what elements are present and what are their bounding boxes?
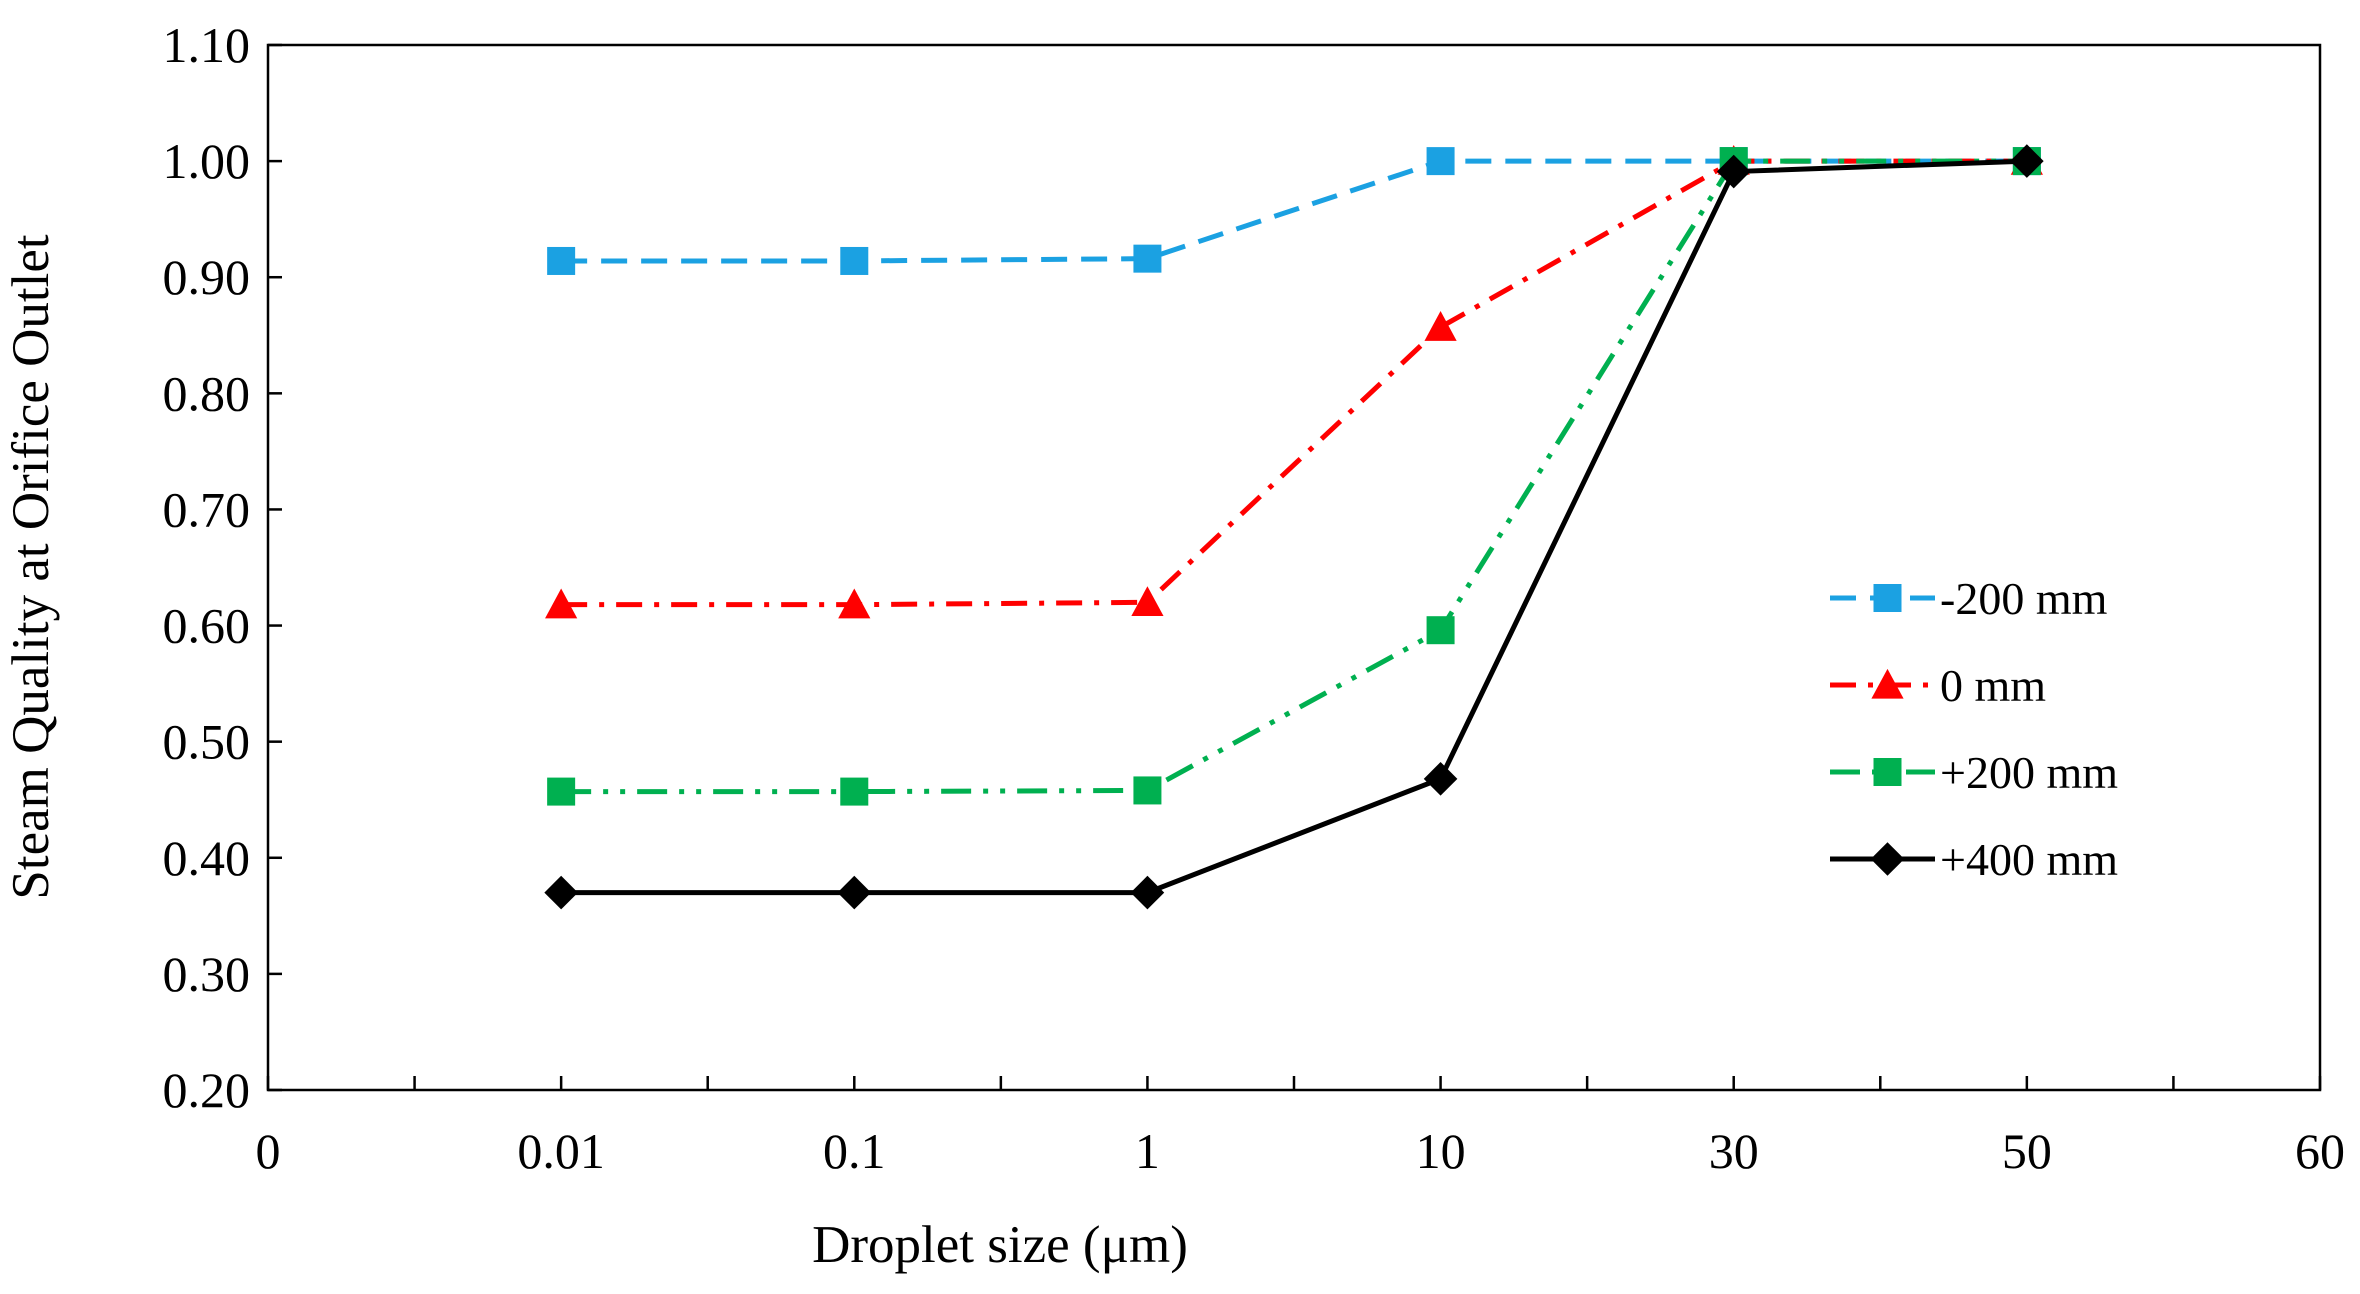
data-point bbox=[1716, 154, 1751, 189]
data-point bbox=[1130, 875, 1165, 910]
x-tick-label: 0.1 bbox=[823, 1123, 886, 1179]
data-point bbox=[1131, 586, 1164, 617]
legend-swatch-marker bbox=[1871, 668, 1904, 699]
y-tick-label: 1.00 bbox=[163, 133, 251, 189]
data-point bbox=[840, 246, 869, 275]
data-point bbox=[1133, 776, 1162, 805]
data-point bbox=[544, 875, 578, 910]
y-axis-title: Steam Quality at Orifice Outlet bbox=[2, 234, 60, 900]
series-line bbox=[561, 158, 2027, 896]
y-tick-label: 0.90 bbox=[163, 249, 251, 305]
y-tick-label: 0.80 bbox=[163, 365, 251, 421]
data-point bbox=[545, 588, 578, 619]
y-tick-label: 0.60 bbox=[163, 598, 251, 654]
data-point bbox=[840, 777, 869, 806]
series-0-mm bbox=[545, 145, 2043, 619]
x-tick-label: 1 bbox=[1135, 1123, 1160, 1179]
x-tick-label: 50 bbox=[2002, 1123, 2052, 1179]
data-point bbox=[547, 246, 576, 275]
x-axis: 0 0.01 0.1 1 10 30 50 60 bbox=[256, 1076, 2345, 1179]
data-point bbox=[1133, 244, 1162, 273]
y-axis: 0.20 0.30 0.40 0.50 0.60 0.70 0.80 0.90 1.00 1.10 bbox=[163, 17, 282, 1118]
legend-swatch-marker bbox=[1873, 758, 1902, 786]
series-line bbox=[561, 158, 2027, 264]
series-line bbox=[561, 158, 2027, 608]
y-tick-label: 0.20 bbox=[163, 1062, 251, 1118]
data-point bbox=[1426, 616, 1455, 645]
legend-label: +200 mm bbox=[1940, 747, 2118, 798]
series-layer bbox=[544, 144, 2044, 910]
legend-item: +200 mm bbox=[1830, 747, 2118, 798]
data-point bbox=[1423, 762, 1458, 796]
y-tick-label: 0.70 bbox=[163, 481, 251, 537]
x-tick-label: 0 bbox=[256, 1123, 281, 1179]
legend-label: 0 mm bbox=[1940, 660, 2046, 711]
data-point bbox=[1424, 311, 1457, 341]
data-point bbox=[547, 777, 576, 806]
data-point bbox=[1426, 147, 1455, 176]
legend-label: +400 mm bbox=[1940, 834, 2118, 885]
y-tick-label: 0.50 bbox=[163, 714, 251, 770]
legend-item: 0 mm bbox=[1830, 660, 2046, 711]
legend-swatch-marker bbox=[1870, 842, 1905, 876]
data-point bbox=[2010, 144, 2044, 178]
series-400-mm bbox=[544, 144, 2044, 910]
legend: -200 mm 0 mm +200 mm +400 mm bbox=[1830, 573, 2118, 885]
x-axis-title: Droplet size (μm) bbox=[812, 1216, 1188, 1274]
series-line bbox=[561, 158, 2027, 795]
plot-area bbox=[266, 43, 2322, 1092]
x-tick-label: 60 bbox=[2295, 1123, 2345, 1179]
series-200-mm bbox=[547, 147, 2041, 806]
x-tick-label: 30 bbox=[1709, 1123, 1759, 1179]
legend-item: +400 mm bbox=[1830, 834, 2118, 885]
x-tick-label: 10 bbox=[1416, 1123, 1466, 1179]
data-point bbox=[837, 875, 872, 910]
legend-item: -200 mm bbox=[1830, 573, 2108, 624]
legend-label: -200 mm bbox=[1940, 573, 2108, 624]
x-tick-label: 0.01 bbox=[517, 1123, 605, 1179]
y-tick-label: 0.30 bbox=[163, 946, 251, 1002]
y-tick-label: 0.40 bbox=[163, 830, 251, 886]
data-point bbox=[838, 588, 871, 619]
legend-swatch-marker bbox=[1873, 584, 1902, 612]
y-tick-label: 1.10 bbox=[163, 17, 251, 73]
